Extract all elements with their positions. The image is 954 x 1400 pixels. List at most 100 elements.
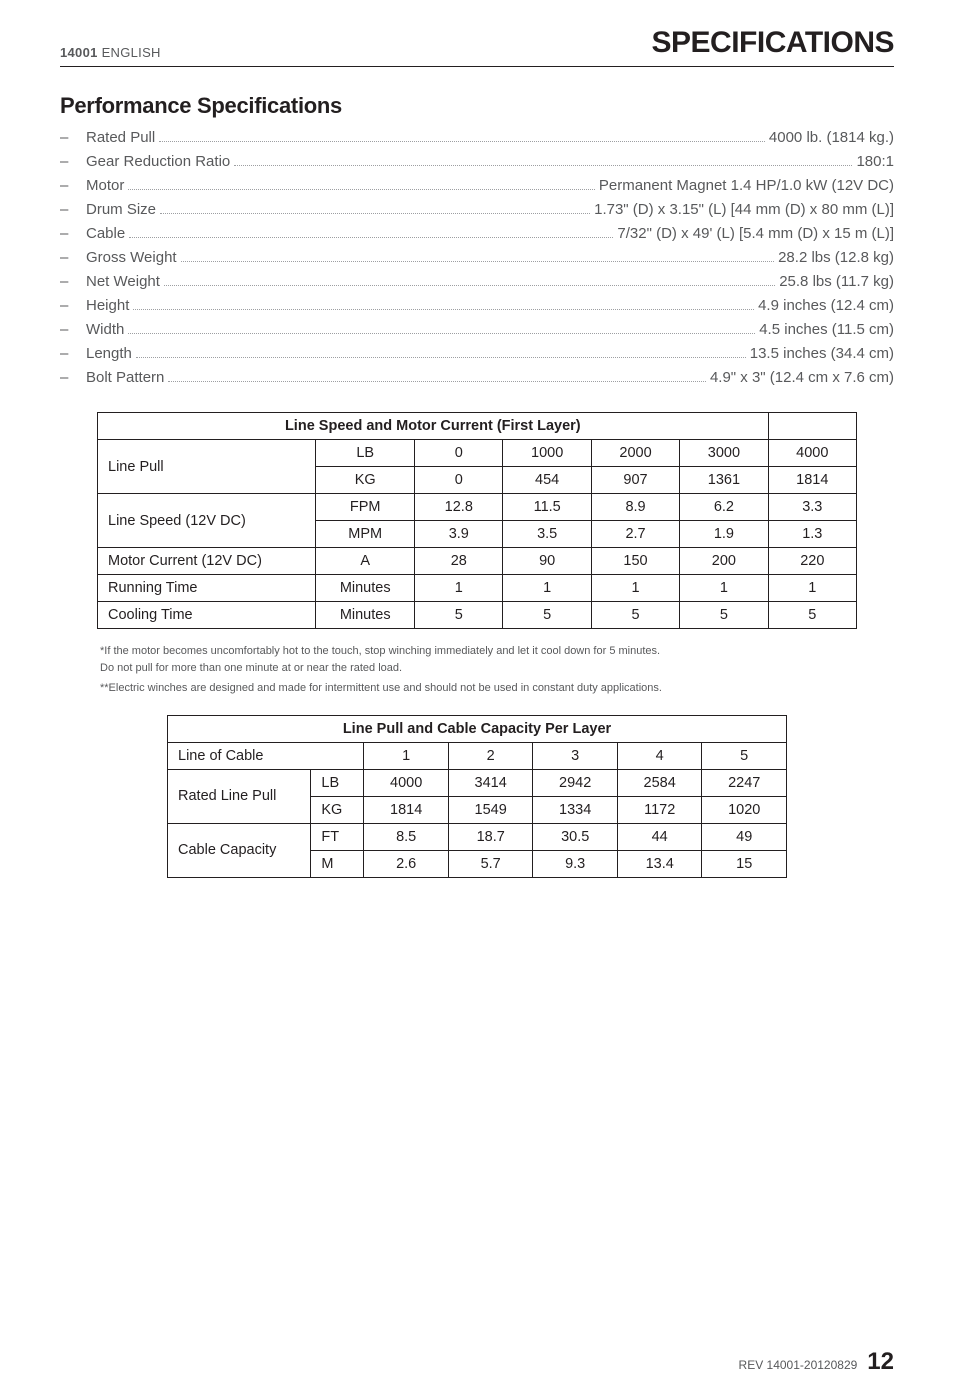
cell: 2 [448, 742, 533, 769]
cell: 1020 [702, 796, 787, 823]
row-unit: KG [316, 467, 415, 494]
spec-line: –Drum Size 1.73" (D) x 3.15" (L) [44 mm (… [60, 201, 894, 218]
cell: 15 [702, 850, 787, 877]
row-unit: Minutes [316, 575, 415, 602]
spec-value: 180:1 [856, 153, 894, 170]
section-title: Performance Specifications [60, 93, 894, 119]
cell: 1549 [448, 796, 533, 823]
row-label: Cable Capacity [168, 823, 311, 877]
cell: 5 [503, 602, 591, 629]
row-label: Running Time [98, 575, 316, 602]
dot-leader [234, 165, 852, 166]
spec-value: 7/32" (D) x 49' (L) [5.4 mm (D) x 15 m (… [617, 225, 894, 242]
cell: 6.2 [680, 494, 768, 521]
row-unit: Minutes [316, 602, 415, 629]
spec-value: 1.73" (D) x 3.15" (L) [44 mm (D) x 80 mm… [594, 201, 894, 218]
cell: 1.3 [768, 521, 856, 548]
row-unit: MPM [316, 521, 415, 548]
spec-label: Length [86, 345, 132, 362]
dash-icon: – [60, 321, 86, 338]
cell: 907 [591, 467, 679, 494]
row-label: Line of Cable [168, 742, 364, 769]
table-row: Cable CapacityFT8.518.730.54449 [168, 823, 787, 850]
cell: 200 [680, 548, 768, 575]
spec-label: Rated Pull [86, 129, 155, 146]
spec-value: Permanent Magnet 1.4 HP/1.0 kW (12V DC) [599, 177, 894, 194]
table-line-speed: Line Speed and Motor Current (First Laye… [97, 412, 857, 629]
spec-line: –Bolt Pattern4.9" x 3" (12.4 cm x 7.6 cm… [60, 369, 894, 386]
cell: 90 [503, 548, 591, 575]
dash-icon: – [60, 225, 86, 242]
cell: 150 [591, 548, 679, 575]
dash-icon: – [60, 177, 86, 194]
cell: 5 [415, 602, 503, 629]
dot-leader [128, 189, 595, 190]
cell: 3.3 [768, 494, 856, 521]
cell: 8.9 [591, 494, 679, 521]
row-label: Motor Current (12V DC) [98, 548, 316, 575]
cell: 220 [768, 548, 856, 575]
cell: 1 [364, 742, 449, 769]
dash-icon: – [60, 249, 86, 266]
dash-icon: – [60, 153, 86, 170]
spec-line: –Motor Permanent Magnet 1.4 HP/1.0 kW (12… [60, 177, 894, 194]
spec-list: –Rated Pull4000 lb. (1814 kg.)–Gear Redu… [60, 129, 894, 386]
spec-line: –Cable7/32" (D) x 49' (L) [5.4 mm (D) x … [60, 225, 894, 242]
dash-icon: – [60, 201, 86, 218]
row-unit: A [316, 548, 415, 575]
row-unit: LB [316, 440, 415, 467]
footnote-3: **Electric winches are designed and made… [100, 680, 894, 697]
cell: 8.5 [364, 823, 449, 850]
dash-icon: – [60, 369, 86, 386]
spec-label: Drum Size [86, 201, 156, 218]
table2-title: Line Pull and Cable Capacity Per Layer [168, 715, 787, 742]
cell: 1 [415, 575, 503, 602]
table-row: Running TimeMinutes11111 [98, 575, 857, 602]
cell: 1000 [503, 440, 591, 467]
cell: 5 [768, 602, 856, 629]
cell: 1.9 [680, 521, 768, 548]
cell: 1334 [533, 796, 618, 823]
cell: 3 [533, 742, 618, 769]
dash-icon: – [60, 273, 86, 290]
table-row: Line Speed (12V DC)FPM12.811.58.96.23.3 [98, 494, 857, 521]
cell: 2.7 [591, 521, 679, 548]
cell: 0 [415, 467, 503, 494]
row-unit: LB [311, 769, 364, 796]
cell: 1 [680, 575, 768, 602]
table-row: Cooling TimeMinutes55555 [98, 602, 857, 629]
cell: 18.7 [448, 823, 533, 850]
cell: 9.3 [533, 850, 618, 877]
spec-line: –Height4.9 inches (12.4 cm) [60, 297, 894, 314]
cell: 49 [702, 823, 787, 850]
cell: 2000 [591, 440, 679, 467]
cell: 3.5 [503, 521, 591, 548]
spec-value: 4000 lb. (1814 kg.) [769, 129, 894, 146]
spec-value: 13.5 inches (34.4 cm) [750, 345, 894, 362]
spec-label: Motor [86, 177, 124, 194]
cell: 454 [503, 467, 591, 494]
row-label: Line Pull [98, 440, 316, 494]
spec-line: –Rated Pull 4000 lb. (1814 kg.) [60, 129, 894, 146]
dash-icon: – [60, 297, 86, 314]
dot-leader [164, 285, 775, 286]
cell: 1 [768, 575, 856, 602]
page-number: 12 [867, 1348, 894, 1376]
dot-leader [160, 213, 590, 214]
cell: 3414 [448, 769, 533, 796]
cell: 11.5 [503, 494, 591, 521]
dash-icon: – [60, 129, 86, 146]
cell: 30.5 [533, 823, 618, 850]
dot-leader [129, 237, 613, 238]
spec-value: 25.8 lbs (11.7 kg) [779, 273, 894, 290]
page-header: 14001 ENGLISH SPECIFICATIONS [60, 26, 894, 67]
cell: 13.4 [617, 850, 702, 877]
dot-leader [181, 261, 775, 262]
row-unit: FPM [316, 494, 415, 521]
footer-rev: REV 14001-20120829 [739, 1358, 858, 1372]
cell: 5 [680, 602, 768, 629]
cell: 1361 [680, 467, 768, 494]
cell: 0 [415, 440, 503, 467]
table-row: Motor Current (12V DC)A2890150200220 [98, 548, 857, 575]
cell: 1172 [617, 796, 702, 823]
